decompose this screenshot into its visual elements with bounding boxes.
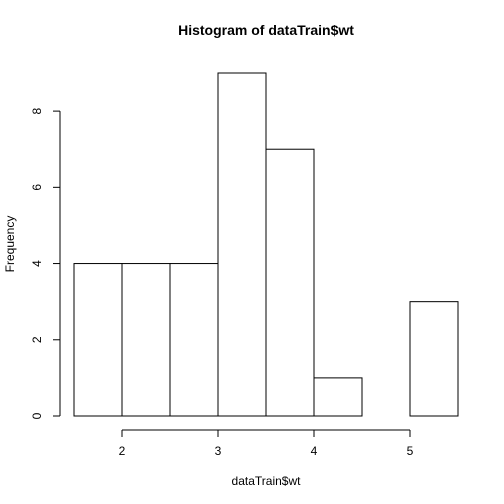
y-tick-label-6: 6 <box>30 184 44 191</box>
x-tick-label-2: 2 <box>119 444 126 458</box>
histogram-bar-8 <box>409 301 459 417</box>
histogram-bar-3 <box>169 263 219 417</box>
x-axis-label: dataTrain$wt <box>232 474 302 488</box>
x-axis: 2 3 4 5 <box>119 429 414 458</box>
histogram-bar-1 <box>73 263 123 417</box>
histogram-bar-2 <box>121 263 171 417</box>
x-tick-label-4: 4 <box>311 444 318 458</box>
y-tick-label-0: 0 <box>30 412 44 419</box>
histogram-bar-5 <box>265 148 315 417</box>
x-tick-label-3: 3 <box>215 444 222 458</box>
histogram-bar-6 <box>313 377 363 417</box>
bars-group <box>73 72 459 417</box>
y-axis: 0 2 4 6 8 <box>30 107 61 419</box>
y-tick-label-4: 4 <box>30 260 44 267</box>
x-tick-label-5: 5 <box>407 444 414 458</box>
y-tick-label-8: 8 <box>30 107 44 114</box>
chart-title: Histogram of dataTrain$wt <box>178 22 354 38</box>
histogram-bar-4 <box>217 72 267 417</box>
y-axis-label: Frequency <box>3 216 17 273</box>
y-tick-label-2: 2 <box>30 336 44 343</box>
